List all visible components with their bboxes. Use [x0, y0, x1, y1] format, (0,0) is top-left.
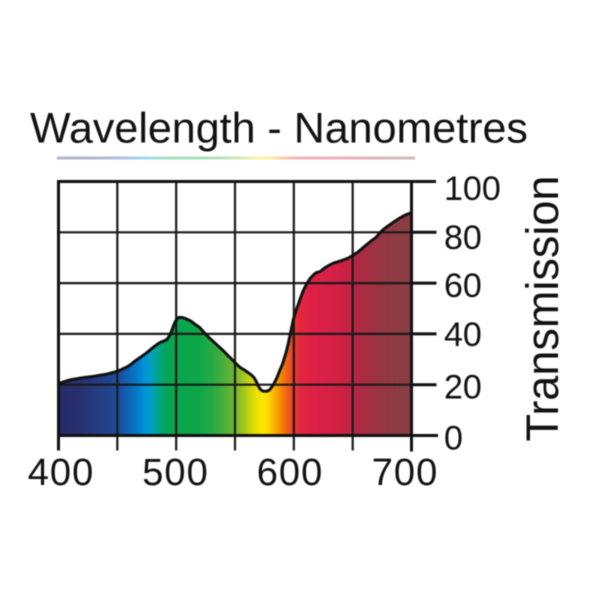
- svg-text:Wavelength - Nanometres: Wavelength - Nanometres: [30, 105, 528, 153]
- svg-text:40: 40: [444, 316, 482, 354]
- svg-text:Transmission: Transmission: [517, 176, 568, 442]
- svg-text:600: 600: [257, 452, 323, 494]
- svg-text:20: 20: [444, 369, 482, 407]
- svg-text:0: 0: [444, 420, 463, 458]
- svg-text:60: 60: [444, 267, 482, 305]
- svg-text:500: 500: [142, 452, 208, 494]
- svg-text:400: 400: [28, 452, 94, 494]
- svg-text:700: 700: [372, 452, 438, 494]
- svg-text:100: 100: [444, 170, 501, 208]
- svg-text:80: 80: [444, 219, 482, 257]
